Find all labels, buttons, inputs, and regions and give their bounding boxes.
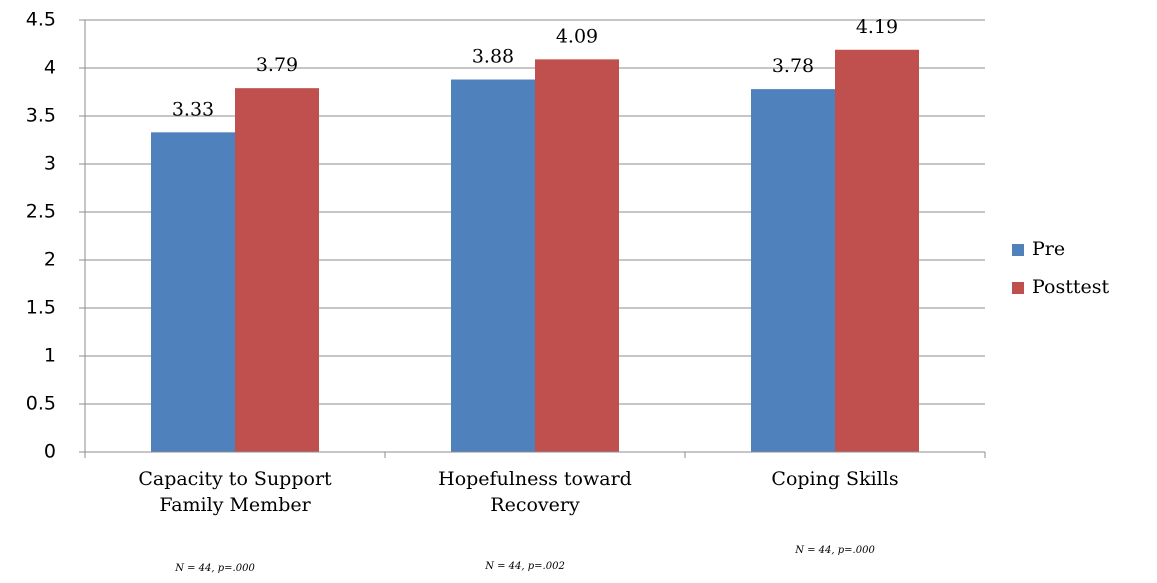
y-tick-label: 3.5 — [26, 105, 56, 127]
bar — [451, 79, 535, 453]
y-tick-label: 1 — [44, 345, 56, 367]
y-tick-label: 2.5 — [26, 201, 56, 223]
annotation: N = 44, p=.002 — [485, 561, 565, 572]
data-label: 3.79 — [256, 54, 298, 76]
y-tick-label: 3 — [44, 153, 56, 175]
legend-label: Pre — [1032, 238, 1065, 260]
x-tick-label: Hopefulness toward Recovery — [438, 468, 632, 516]
y-tick-label: 4.5 — [26, 9, 56, 31]
x-tick-label: Capacity to Support Family Member — [138, 468, 332, 516]
bar — [151, 132, 235, 452]
y-tick-label: 0 — [44, 441, 56, 463]
bar — [835, 49, 919, 452]
data-label: 3.78 — [772, 55, 814, 77]
data-label: 3.33 — [172, 98, 214, 120]
annotation: N = 44, p=.000 — [795, 545, 875, 556]
y-tick-label: 0.5 — [26, 393, 56, 415]
data-label: 4.09 — [556, 25, 598, 47]
bar — [751, 89, 835, 453]
legend-swatch — [1012, 244, 1024, 256]
data-label: 4.19 — [856, 16, 898, 38]
data-label: 3.88 — [472, 46, 514, 68]
y-tick-label: 2 — [44, 249, 56, 271]
annotation: N = 44, p=.000 — [175, 563, 255, 574]
y-tick-label: 4 — [44, 57, 56, 79]
legend-swatch — [1012, 282, 1024, 294]
legend-label: Posttest — [1032, 276, 1109, 298]
bar — [235, 88, 319, 452]
y-tick-label: 1.5 — [26, 297, 56, 319]
bar — [535, 59, 619, 453]
x-tick-label: Coping Skills — [771, 468, 899, 490]
